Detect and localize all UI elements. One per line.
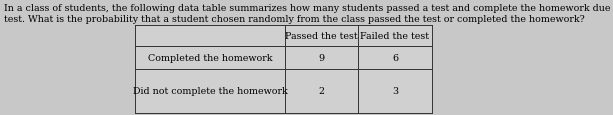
- Text: 9: 9: [318, 54, 324, 62]
- Text: 3: 3: [392, 87, 398, 96]
- Text: Passed the test: Passed the test: [285, 32, 358, 41]
- Text: test. What is the probability that a student chosen randomly from the class pass: test. What is the probability that a stu…: [4, 15, 585, 24]
- Bar: [135, 26, 432, 113]
- Text: 6: 6: [392, 54, 398, 62]
- Text: Did not complete the homework: Did not complete the homework: [132, 87, 287, 96]
- Text: 2: 2: [319, 87, 324, 96]
- Text: Completed the homework: Completed the homework: [148, 54, 272, 62]
- Text: In a class of students, the following data table summarizes how many students pa: In a class of students, the following da…: [4, 4, 613, 13]
- Text: Failed the test: Failed the test: [360, 32, 430, 41]
